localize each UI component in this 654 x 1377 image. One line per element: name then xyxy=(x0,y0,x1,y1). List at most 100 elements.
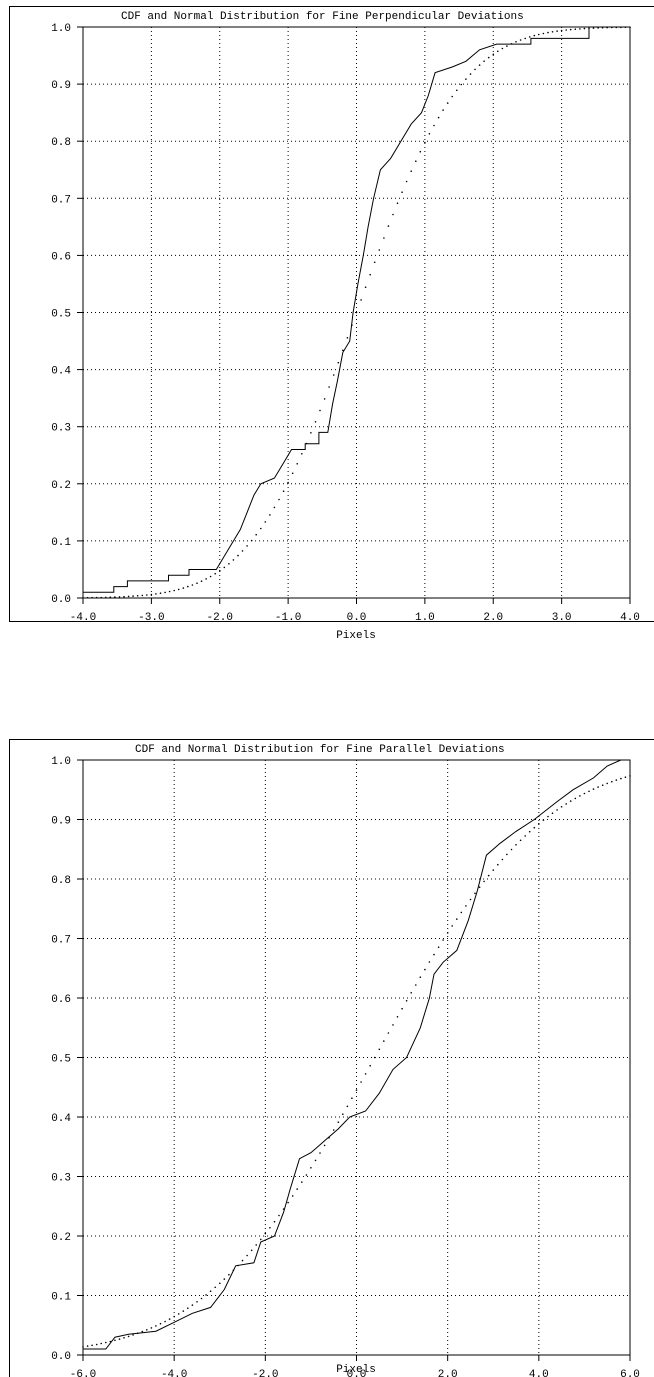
chart2-normal-point xyxy=(91,1344,93,1347)
chart2-normal-point xyxy=(155,1325,157,1327)
chart2-normal-point xyxy=(574,797,577,800)
chart2-normal-point xyxy=(478,886,481,888)
chart1-normal-point xyxy=(410,170,413,172)
chart1-normal-point xyxy=(396,202,399,204)
chart1-normal-point xyxy=(232,559,235,561)
chart1-x-tick-label: 2.0 xyxy=(483,612,503,624)
chart2-title: CDF and Normal Distribution for Fine Par… xyxy=(135,744,505,756)
chart2-normal-point xyxy=(187,1307,189,1309)
chart1-normal-point xyxy=(519,39,522,41)
chart1-normal-point xyxy=(228,563,230,565)
chart1-normal-point xyxy=(337,361,340,364)
chart2-normal-point xyxy=(273,1220,276,1223)
chart2-normal-point xyxy=(86,1345,89,1347)
chart1-normal-point xyxy=(424,141,426,144)
chart2-normal-point xyxy=(287,1201,289,1204)
chart1-normal-point xyxy=(551,31,554,33)
chart1-normal-point xyxy=(177,588,180,591)
chart2-normal-point xyxy=(515,844,517,846)
chart1-normal-point xyxy=(342,349,344,352)
chart2-normal-point xyxy=(360,1081,362,1083)
chart1-normal-point xyxy=(310,432,312,434)
chart2-normal-point xyxy=(415,984,417,986)
chart1-normal-point xyxy=(483,60,485,62)
chart2-y-tick-label: 0.0 xyxy=(51,1351,71,1363)
chart1-normal-point xyxy=(332,374,335,376)
chart2-normal-point xyxy=(519,839,522,842)
chart2-normal-point xyxy=(433,953,435,956)
chart1-normal-point xyxy=(223,566,226,569)
chart2-normal-point xyxy=(337,1121,340,1123)
chart1-normal-point xyxy=(478,64,481,66)
chart1-y-tick-label: 0.7 xyxy=(51,194,71,206)
chart1-y-ticks: 0.0 0.1 0.2 0.3 0.4 0.5 0.6 0.7 0.8 0.9 1.0 xyxy=(51,23,83,606)
chart2-normal-point xyxy=(219,1282,221,1285)
chart2-normal-point xyxy=(127,1335,130,1338)
chart1-normal-point xyxy=(159,592,162,594)
chart2-y-tick-label: 0.9 xyxy=(51,816,71,828)
chart2-normal-point xyxy=(474,892,476,895)
chart2-x-ticks: -6.0 -4.0 -2.0 0.0 2.0 4.0 6.0 xyxy=(70,1355,640,1377)
chart2-normal-point xyxy=(214,1286,216,1289)
chart2-normal-point xyxy=(260,1238,262,1241)
chart1-y-tick-label: 0.9 xyxy=(51,80,71,92)
chart1-outer-frame xyxy=(9,6,654,622)
chart2-normal-point xyxy=(200,1297,203,1300)
chart1-normal-curve xyxy=(82,26,631,599)
chart1-normal-point xyxy=(255,533,257,536)
chart1-normal-point xyxy=(260,527,262,530)
chart2-normal-point xyxy=(620,777,622,780)
chart1-normal-point xyxy=(173,589,175,592)
chart2-normal-point xyxy=(396,1016,399,1018)
chart2-normal-point xyxy=(332,1129,335,1131)
chart1-normal-point xyxy=(323,398,326,400)
chart1-y-tick-label: 0.0 xyxy=(51,594,71,606)
chart2-normal-point xyxy=(369,1064,372,1067)
chart1-y-tick-label: 0.1 xyxy=(51,537,71,549)
chart2-normal-point xyxy=(191,1304,194,1306)
chart1-normal-point xyxy=(383,237,385,239)
chart2-normal-point xyxy=(118,1338,121,1340)
chart1-normal-point xyxy=(528,36,531,38)
chart2-normal-point xyxy=(250,1249,253,1252)
chart1-normal-point xyxy=(205,578,207,580)
chart2-normal-point xyxy=(177,1313,180,1315)
chart2-normal-point xyxy=(583,792,586,795)
chart1-y-tick-label: 0.3 xyxy=(51,423,71,435)
chart1-x-tick-label: 4.0 xyxy=(620,612,640,624)
chart1-normal-point xyxy=(542,32,545,35)
chart1-normal-point xyxy=(364,286,367,289)
chart1-normal-point xyxy=(456,89,458,92)
chart2-normal-point xyxy=(533,826,536,829)
chart1-normal-point xyxy=(415,160,417,162)
chart2-normal-point xyxy=(255,1244,257,1246)
chart1-normal-point xyxy=(164,591,166,594)
chart2-x-tick-label: 2.0 xyxy=(438,1369,458,1377)
chart2-normal-point xyxy=(437,946,440,948)
chart2-y-tick-label: 0.6 xyxy=(51,994,71,1006)
chart1-normal-point xyxy=(501,47,504,50)
chart2-y-tick-label: 0.1 xyxy=(51,1292,71,1304)
chart2-normal-point xyxy=(456,918,458,920)
chart2-y-tick-label: 0.4 xyxy=(51,1113,71,1125)
chart1-normal-point xyxy=(560,29,563,32)
chart1-normal-point xyxy=(556,30,558,32)
chart2-normal-point xyxy=(387,1032,390,1034)
chart1-y-tick-label: 0.2 xyxy=(51,480,71,492)
chart2-x-tick-label: -6.0 xyxy=(70,1369,96,1377)
chart2-y-tick-label: 1.0 xyxy=(51,756,71,768)
chart2-normal-point xyxy=(310,1167,312,1169)
chart2-grid xyxy=(83,760,630,1355)
chart2-normal-point xyxy=(401,1007,403,1010)
chart2-x-tick-label: 6.0 xyxy=(620,1369,640,1377)
chart2-normal-point xyxy=(419,976,422,978)
chart2-outer-frame xyxy=(9,739,654,1377)
chart2-normal-point xyxy=(497,863,499,866)
chart1-normal-point xyxy=(209,575,212,578)
chart1-normal-point xyxy=(355,311,358,314)
chart1-normal-point xyxy=(219,569,221,572)
chart2-normal-point xyxy=(597,786,599,788)
chart1-normal-point xyxy=(538,33,540,36)
chart2-x-axis-label: Pixels xyxy=(336,1364,376,1376)
chart1-normal-point xyxy=(296,463,299,465)
